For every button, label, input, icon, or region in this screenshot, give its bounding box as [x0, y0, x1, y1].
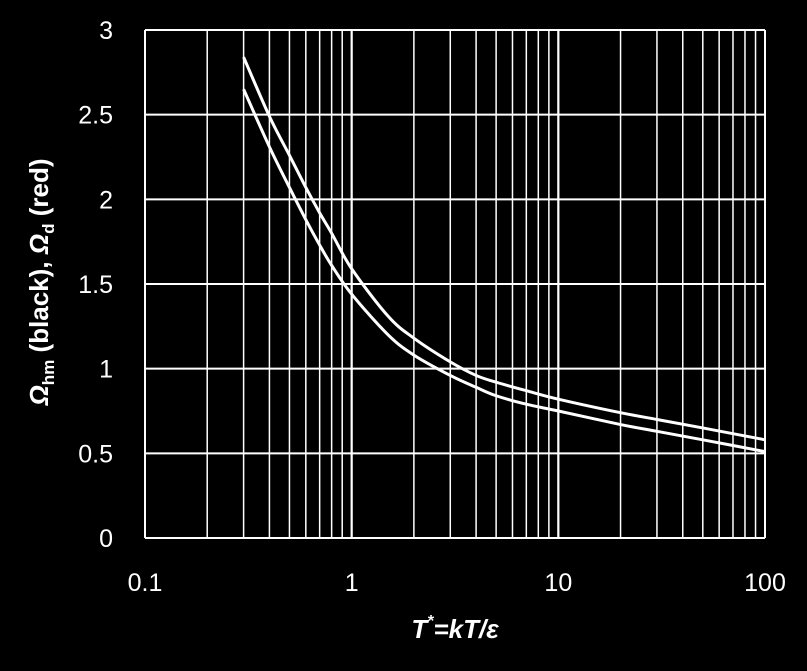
y-tick-label: 1.5: [78, 271, 113, 299]
x-axis-label-rest: =kT/ε: [433, 614, 499, 644]
series-lines: [242, 56, 766, 454]
y-axis-label-sub-2: d: [39, 224, 58, 234]
y-axis-label-sub-1: hm: [39, 360, 58, 386]
series-line-1: [242, 56, 766, 442]
grid: [144, 29, 766, 539]
x-tick-label: 1: [345, 569, 359, 597]
x-axis-label: T*=kT/ε: [411, 613, 499, 644]
y-tick-labels: 0 0.5 1 1.5 2 2.5 3: [78, 17, 113, 553]
x-axis-label-sup: *: [427, 613, 434, 630]
series-line-2: [242, 88, 766, 454]
y-tick-label: 2.5: [78, 102, 113, 130]
y-tick-label: 1: [99, 356, 113, 384]
y-axis-label: Ωhm (black), Ωd (red): [24, 159, 58, 407]
y-tick-label: 3: [99, 17, 113, 45]
y-axis-label-text-1: (black),: [24, 254, 54, 359]
x-tick-labels: 0.1 1 10 100: [128, 569, 786, 597]
y-tick-label: 0.5: [78, 440, 113, 468]
x-tick-label: 0.1: [128, 569, 163, 597]
y-axis-label-symbol-1: Ω: [24, 385, 54, 406]
y-tick-label: 0: [99, 525, 113, 553]
x-tick-label: 10: [544, 569, 572, 597]
y-tick-label: 2: [99, 186, 113, 214]
x-axis-label-base: T: [411, 614, 429, 644]
x-tick-label: 100: [744, 569, 786, 597]
y-axis-label-symbol-2: Ω: [24, 234, 54, 255]
y-axis-label-text-2: (red): [24, 159, 54, 224]
